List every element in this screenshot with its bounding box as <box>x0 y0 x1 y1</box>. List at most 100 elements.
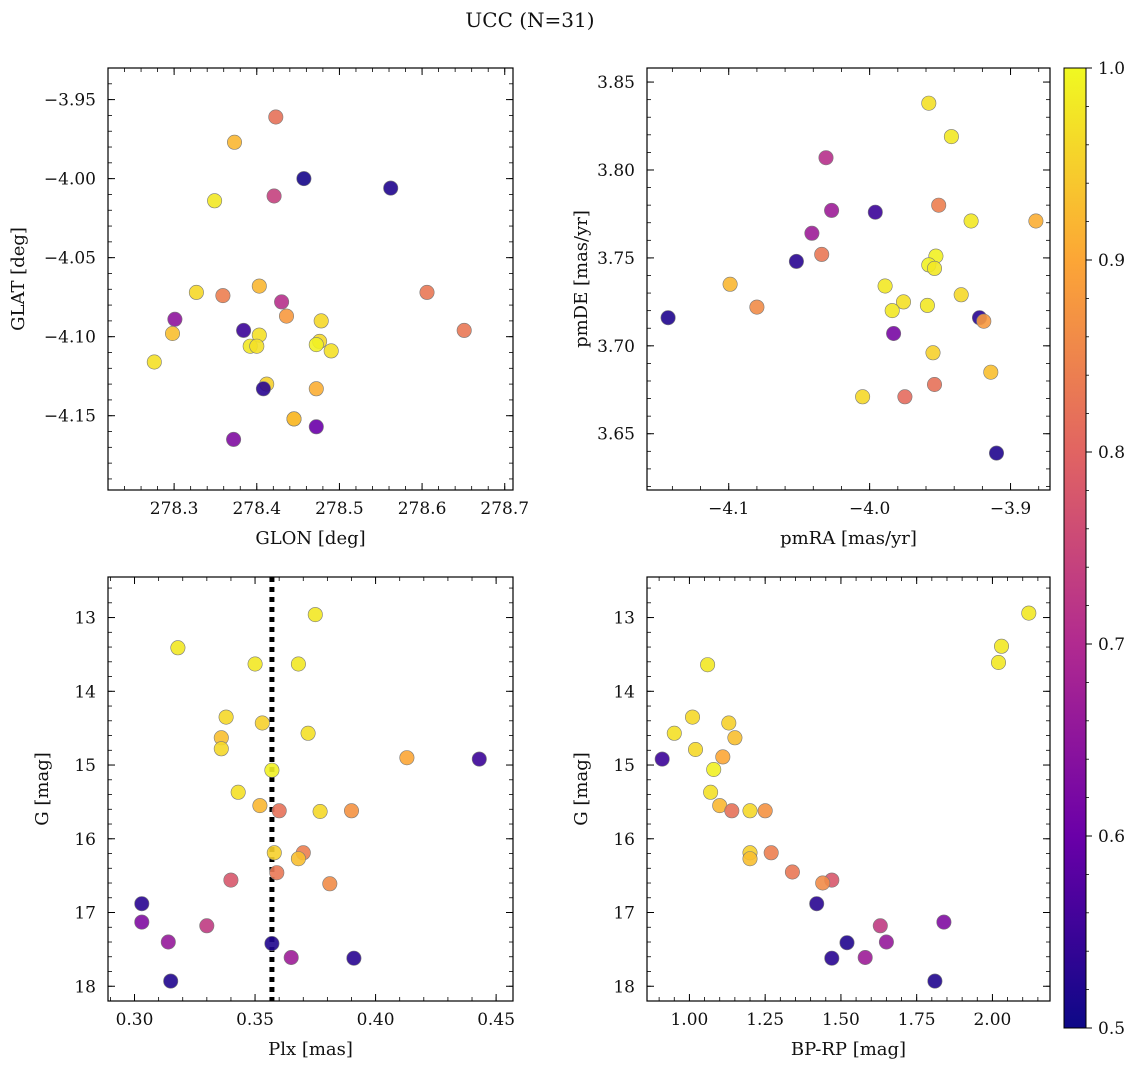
y-tick-label: 3.75 <box>597 249 635 269</box>
scatter-point <box>925 345 941 361</box>
scatter-point <box>199 918 215 934</box>
scatter-point <box>399 750 415 766</box>
scatter-point <box>815 875 831 891</box>
colorbar-tick-label: 1.0 <box>1098 59 1125 79</box>
scatter-point <box>895 294 911 310</box>
panel-glon-glat: 278.3 278.4 278.5 278.6 278.7 −3.95 −4.00 −4.05… <box>8 67 529 549</box>
scatter-point <box>290 656 306 672</box>
scatter-points <box>146 109 472 447</box>
x-tick-label: 1.50 <box>822 1010 860 1030</box>
scatter-point <box>715 749 731 765</box>
scatter-point <box>456 322 472 338</box>
x-tick-label: −3.9 <box>990 499 1031 519</box>
scatter-point <box>867 204 883 220</box>
y-ticks: 3.65 3.70 3.75 3.80 3.85 <box>597 73 1050 445</box>
x-tick-label: 278.3 <box>150 499 199 519</box>
y-axis-label: G [mag] <box>571 752 592 825</box>
scatter-point <box>343 803 359 819</box>
x-tick-label: −4.0 <box>849 499 890 519</box>
scatter-point <box>419 284 435 300</box>
x-tick-label: 1.00 <box>670 1010 708 1030</box>
scatter-point <box>308 337 324 353</box>
scatter-point <box>749 299 765 315</box>
scatter-point <box>383 180 399 196</box>
y-ticks: −3.95 −4.00 −4.05 −4.10 −4.15 <box>44 91 513 427</box>
scatter-point <box>872 918 888 934</box>
scatter-point <box>742 851 758 867</box>
x-tick-label: 0.30 <box>116 1010 154 1030</box>
scatter-point <box>936 914 952 930</box>
x-tick-label: −4.1 <box>708 499 749 519</box>
scatter-point <box>757 803 773 819</box>
scatter-point <box>254 715 270 731</box>
scatter-point <box>223 872 239 888</box>
scatter-point <box>274 294 290 310</box>
scatter-point <box>983 364 999 380</box>
scatter-point <box>988 445 1004 461</box>
scatter-points <box>660 95 1044 461</box>
scatter-point <box>134 896 150 912</box>
minor-ticks <box>107 67 513 490</box>
scatter-point <box>993 638 1009 654</box>
y-axis-label: G [mag] <box>32 752 53 825</box>
scatter-point <box>724 803 740 819</box>
scatter-point <box>300 725 316 741</box>
axes-frame <box>646 67 1051 491</box>
scatter-point <box>322 876 338 892</box>
scatter-point <box>307 607 323 623</box>
colorbar-bar <box>1063 67 1087 1029</box>
scatter-point <box>170 640 186 656</box>
x-tick-label: 0.45 <box>477 1010 515 1030</box>
scatter-point <box>255 381 271 397</box>
y-tick-label: 14 <box>74 682 96 702</box>
scatter-point <box>264 762 280 778</box>
minor-ticks <box>647 577 1050 1002</box>
scatter-point <box>990 654 1006 670</box>
y-tick-label: 15 <box>613 756 635 776</box>
colorbar: 0.5 0.6 0.7 0.8 0.9 1.0 <box>1063 59 1125 1039</box>
scatter-point <box>660 310 676 326</box>
scatter-point <box>919 297 935 313</box>
scatter-point <box>927 973 943 989</box>
scatter-point <box>251 278 267 294</box>
scatter-point <box>784 864 800 880</box>
panel-cmd: 1.00 1.25 1.50 1.75 2.00 13 14 15 16 17 18 BP-RP [m… <box>571 576 1051 1060</box>
x-tick-label: 278.6 <box>398 499 447 519</box>
x-axis-label: Plx [mas] <box>268 1039 353 1060</box>
y-tick-label: 3.80 <box>597 161 635 181</box>
scatter-point <box>943 129 959 145</box>
axes-frame <box>107 67 514 491</box>
scatter-point <box>921 95 937 111</box>
scatter-point <box>286 411 302 427</box>
scatter-point <box>788 253 804 269</box>
scatter-point <box>926 260 942 276</box>
y-tick-label: −4.10 <box>44 328 96 348</box>
scatter-point <box>236 322 252 338</box>
scatter-point <box>666 725 682 741</box>
scatter-point <box>839 935 855 951</box>
scatter-point <box>278 308 294 324</box>
x-tick-label: 1.75 <box>898 1010 936 1030</box>
scatter-point <box>814 246 830 262</box>
scatter-point <box>167 311 183 327</box>
scatter-point <box>654 751 670 767</box>
y-tick-label: 13 <box>74 609 96 629</box>
scatter-point <box>742 803 758 819</box>
y-tick-label: 16 <box>74 830 96 850</box>
y-tick-label: −4.05 <box>44 249 96 269</box>
scatter-point <box>290 851 306 867</box>
colorbar-tick-label: 0.5 <box>1098 1019 1125 1039</box>
y-tick-label: 3.85 <box>597 73 635 93</box>
x-ticks: 278.3 278.4 278.5 278.6 278.7 <box>150 68 529 519</box>
scatter-points <box>654 605 1037 989</box>
y-tick-label: −3.95 <box>44 91 96 111</box>
scatter-point <box>1021 605 1037 621</box>
y-tick-label: −4.15 <box>44 407 96 427</box>
scatter-point <box>727 730 743 746</box>
scatter-point <box>684 709 700 725</box>
axes-frame <box>646 576 1051 1002</box>
colorbar-ticks: 0.5 0.6 0.7 0.8 0.9 1.0 <box>1086 59 1125 1039</box>
scatter-point <box>227 134 243 150</box>
scatter-point <box>897 389 913 405</box>
panel-plx-g: 0.30 0.35 0.40 0.45 13 14 15 16 17 18 Plx [mas] G [… <box>32 576 515 1060</box>
